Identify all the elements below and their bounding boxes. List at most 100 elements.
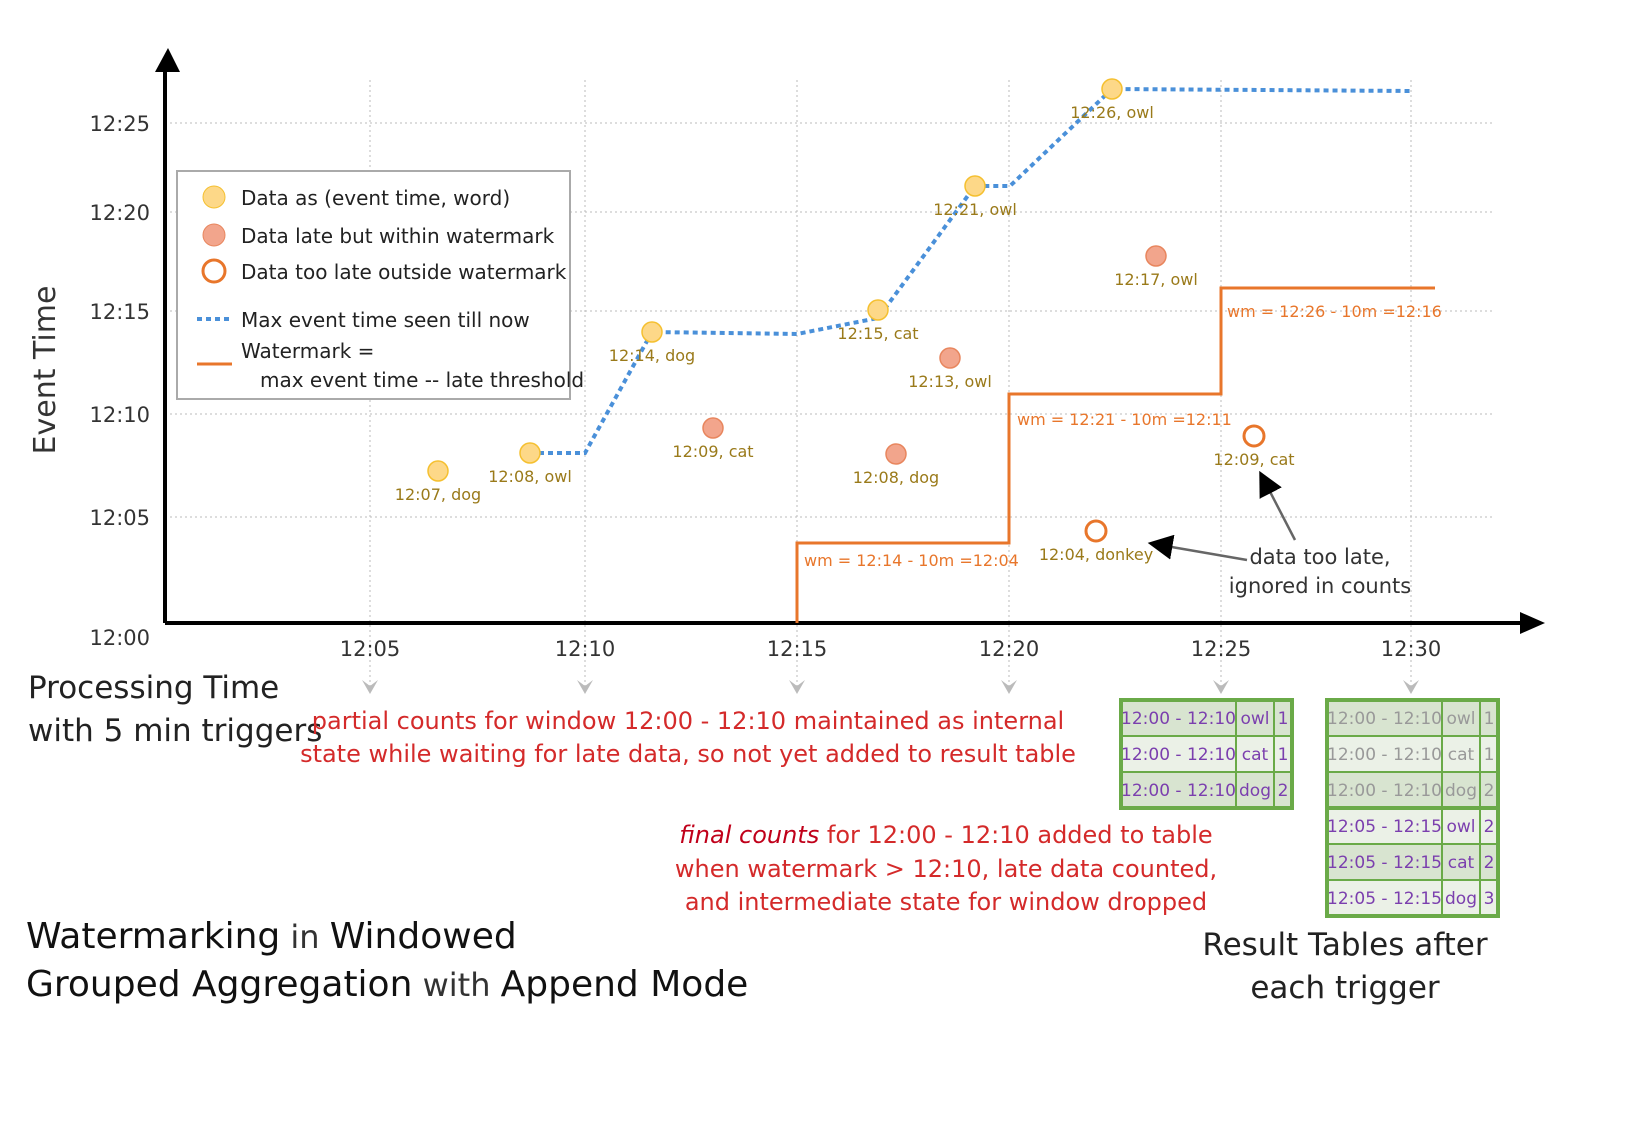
table-cell: dog bbox=[1239, 781, 1271, 801]
on-time-data-point bbox=[641, 321, 663, 343]
table-cell: 3 bbox=[1484, 889, 1495, 909]
legend: Data as (event time, word) Data late but… bbox=[176, 170, 584, 400]
partial-counts-note: state while waiting for late data, so no… bbox=[300, 740, 1076, 768]
table-cell: 12:00 - 12:10 bbox=[1327, 781, 1442, 801]
on-time-data-point bbox=[964, 175, 986, 197]
trigger-arrow-icon bbox=[1001, 680, 1017, 694]
x-axis-arrow-icon bbox=[1520, 612, 1545, 634]
result-table: 12:00 - 12:10 owl 112:00 - 12:10 cat 112:00 … bbox=[1119, 698, 1294, 810]
table-cell: dog bbox=[1445, 781, 1477, 801]
diagram-title: Grouped Aggregation with Append Mode bbox=[26, 964, 748, 1005]
legend-item: Data as (event time, word) bbox=[241, 186, 510, 210]
table-cell: 1 bbox=[1484, 745, 1495, 765]
annotation-arrow bbox=[1259, 470, 1297, 541]
x-tick-label: 12:20 bbox=[979, 637, 1040, 661]
on-time-marker-icon bbox=[202, 185, 226, 209]
data-point-label: 12:14, dog bbox=[609, 346, 695, 365]
data-point-label: 12:15, cat bbox=[837, 324, 918, 343]
on-time-data-point bbox=[427, 460, 449, 482]
late-marker-icon bbox=[202, 223, 226, 247]
table-cell: 1 bbox=[1484, 709, 1495, 729]
table-cell: 12:00 - 12:10 bbox=[1121, 709, 1236, 729]
x-tick-label: 12:15 bbox=[767, 637, 828, 661]
legend-item: Data late but within watermark bbox=[241, 224, 555, 248]
on-time-data-point bbox=[1101, 78, 1123, 100]
table-cell: 12:05 - 12:15 bbox=[1327, 853, 1442, 873]
table-cell: 1 bbox=[1278, 745, 1289, 765]
x-tick-label: 12:10 bbox=[555, 637, 616, 661]
final-counts-note: final counts for 12:00 - 12:10 added to … bbox=[679, 821, 1212, 849]
legend-item: max event time -- late threshold bbox=[260, 368, 584, 392]
x-tick-label: 12:25 bbox=[1191, 637, 1252, 661]
watermark-line bbox=[795, 286, 1435, 623]
late-data-point bbox=[885, 443, 907, 465]
table-cell: cat bbox=[1242, 745, 1269, 765]
watermark-label: wm = 12:14 - 10m =12:04 bbox=[804, 551, 1019, 570]
y-tick-label: 12:20 bbox=[89, 201, 150, 225]
trigger-arrow-icon bbox=[577, 680, 593, 694]
data-point-label: 12:04, donkey bbox=[1039, 545, 1153, 564]
too-late-data-point bbox=[1242, 424, 1266, 448]
y-tick-label: 12:10 bbox=[89, 403, 150, 427]
result-table: 12:00 - 12:10 owl 112:00 - 12:10 cat 112:00 … bbox=[1325, 698, 1500, 918]
table-cell: cat bbox=[1448, 853, 1475, 873]
table-cell: 2 bbox=[1484, 817, 1495, 837]
x-axis-sublabel: with 5 min triggers bbox=[28, 713, 322, 749]
x-tick-label: 12:30 bbox=[1381, 637, 1442, 661]
y-tick-label: 12:05 bbox=[89, 506, 150, 530]
final-counts-note: when watermark > 12:10, late data counte… bbox=[675, 855, 1217, 883]
max-event-time-line bbox=[530, 86, 1412, 455]
y-tick-label: 12:15 bbox=[89, 300, 150, 324]
trigger-arrow-icon bbox=[1403, 680, 1419, 694]
table-cell: 12:05 - 12:15 bbox=[1327, 817, 1442, 837]
data-point-label: 12:08, owl bbox=[488, 467, 572, 486]
y-tick-label: 12:25 bbox=[89, 112, 150, 136]
legend-item: Data too late outside watermark bbox=[241, 260, 567, 284]
y-axis-arrow-icon bbox=[155, 48, 180, 72]
table-cell: 12:00 - 12:10 bbox=[1121, 745, 1236, 765]
table-cell: cat bbox=[1448, 745, 1475, 765]
table-cell: 12:00 - 12:10 bbox=[1327, 709, 1442, 729]
data-point-label: 12:09, cat bbox=[672, 442, 753, 461]
y-tick-label: 12:00 bbox=[89, 626, 150, 650]
too-late-data-point bbox=[1084, 519, 1108, 543]
y-axis-label: Event Time bbox=[28, 286, 63, 455]
late-data-point bbox=[702, 417, 724, 439]
data-point-label: 12:26, owl bbox=[1070, 103, 1154, 122]
late-data-point bbox=[939, 347, 961, 369]
too-late-note: ignored in counts bbox=[1229, 574, 1411, 598]
table-cell: 12:00 - 12:10 bbox=[1121, 781, 1236, 801]
partial-counts-note: partial counts for window 12:00 - 12:10 … bbox=[312, 707, 1064, 735]
x-tick-label: 12:05 bbox=[340, 637, 401, 661]
table-cell: 2 bbox=[1484, 853, 1495, 873]
data-point-label: 12:09, cat bbox=[1213, 450, 1294, 469]
table-cell: 1 bbox=[1278, 709, 1289, 729]
late-data-point bbox=[1145, 245, 1167, 267]
legend-item: Watermark = bbox=[241, 339, 374, 363]
on-time-data-point bbox=[519, 442, 541, 464]
data-point-label: 12:08, dog bbox=[853, 468, 939, 487]
too-late-marker-icon bbox=[201, 258, 227, 284]
legend-item: Max event time seen till now bbox=[241, 308, 530, 332]
data-point-label: 12:17, owl bbox=[1114, 270, 1198, 289]
table-cell: 12:00 - 12:10 bbox=[1327, 745, 1442, 765]
trigger-arrow-icon bbox=[789, 680, 805, 694]
x-axis-label: Processing Time bbox=[28, 670, 279, 706]
too-late-note: data too late, bbox=[1249, 545, 1390, 569]
annotation-arrow bbox=[1147, 534, 1248, 562]
table-cell: owl bbox=[1446, 817, 1475, 837]
table-cell: dog bbox=[1445, 889, 1477, 909]
final-counts-note: and intermediate state for window droppe… bbox=[685, 888, 1207, 916]
watermark-label: wm = 12:26 - 10m =12:16 bbox=[1227, 302, 1442, 321]
data-point-label: 12:13, owl bbox=[908, 372, 992, 391]
data-point-label: 12:21, owl bbox=[933, 200, 1017, 219]
diagram-title: Watermarking in Windowed bbox=[26, 916, 517, 957]
on-time-data-point bbox=[867, 299, 889, 321]
result-caption: Result Tables after bbox=[1202, 927, 1487, 963]
trigger-arrow-icon bbox=[362, 680, 378, 694]
table-cell: owl bbox=[1446, 709, 1475, 729]
trigger-arrow-icon bbox=[1213, 680, 1229, 694]
watermark-label: wm = 12:21 - 10m =12:11 bbox=[1017, 410, 1232, 429]
result-caption: each trigger bbox=[1250, 970, 1440, 1006]
